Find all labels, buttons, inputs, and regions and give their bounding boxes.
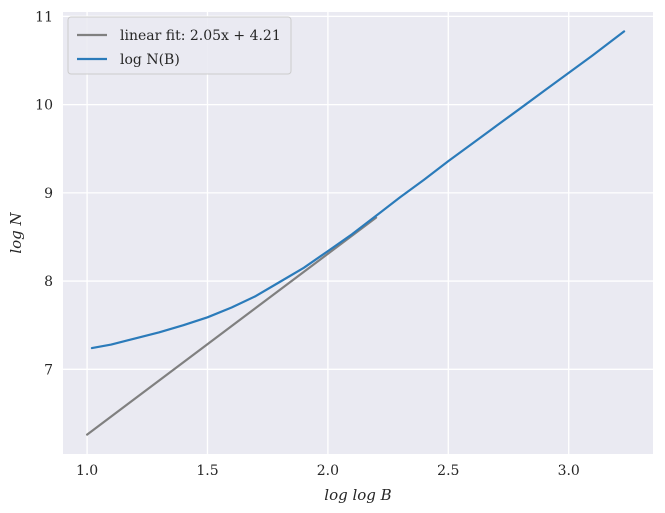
y-tick-label: 8 bbox=[44, 274, 53, 290]
series-line-log-n-b bbox=[90, 30, 626, 350]
plot-area bbox=[63, 12, 653, 454]
grid bbox=[63, 12, 653, 454]
x-tick-label: 3.0 bbox=[558, 463, 580, 479]
x-tick-label: 1.0 bbox=[76, 463, 98, 479]
x-axis-ticks: 1.0 1.5 2.0 2.5 3.0 bbox=[76, 463, 580, 479]
legend-box bbox=[67, 16, 292, 75]
y-tick-label: 7 bbox=[44, 362, 53, 378]
legend-label-linear-fit: linear fit: 2.05x + 4.21 bbox=[120, 28, 281, 44]
y-tick-label: 9 bbox=[44, 186, 53, 202]
y-tick-label: 10 bbox=[35, 98, 53, 114]
legend: linear fit: 2.05x + 4.21 log N(B) bbox=[67, 16, 292, 75]
legend-label-log-n-b: log N(B) bbox=[120, 52, 180, 68]
y-axis-ticks: 7 8 9 10 11 bbox=[35, 9, 53, 378]
x-tick-label: 1.5 bbox=[196, 463, 218, 479]
x-axis-label: log log B bbox=[324, 486, 391, 504]
x-tick-label: 2.0 bbox=[317, 463, 339, 479]
y-axis-label: log N bbox=[7, 211, 25, 253]
series-line-linear-fit bbox=[85, 216, 378, 436]
x-tick-label: 2.5 bbox=[437, 463, 459, 479]
series-group bbox=[85, 30, 626, 436]
y-tick-label: 11 bbox=[35, 9, 53, 25]
